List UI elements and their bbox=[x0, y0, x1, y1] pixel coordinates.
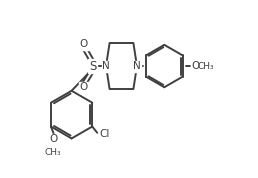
Text: CH₃: CH₃ bbox=[198, 62, 214, 70]
Text: S: S bbox=[89, 59, 96, 73]
Text: N: N bbox=[133, 61, 141, 71]
Text: O: O bbox=[49, 134, 57, 144]
Text: CH₃: CH₃ bbox=[45, 148, 61, 157]
Text: O: O bbox=[80, 82, 88, 92]
Text: O: O bbox=[80, 39, 88, 49]
Text: N: N bbox=[102, 61, 110, 71]
Text: Cl: Cl bbox=[99, 129, 109, 140]
Text: O: O bbox=[191, 61, 199, 71]
